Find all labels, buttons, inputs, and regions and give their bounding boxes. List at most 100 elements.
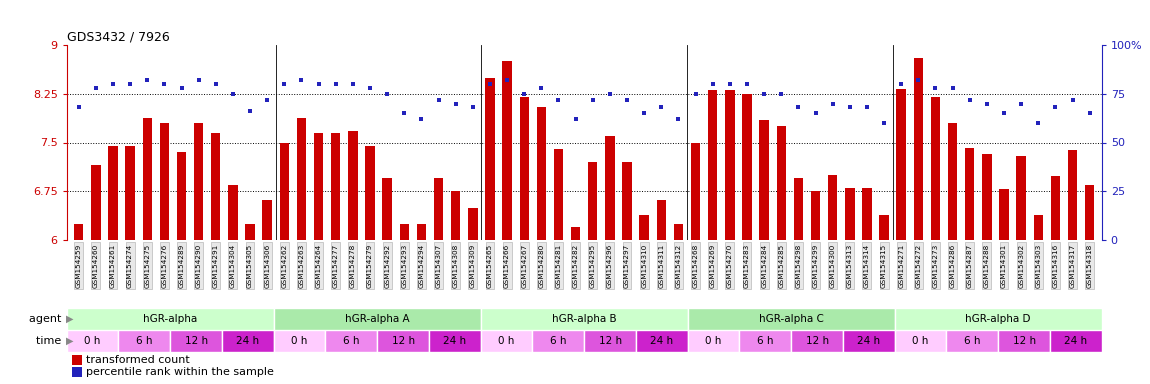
Bar xyxy=(366,146,375,240)
Point xyxy=(823,101,842,107)
Bar xyxy=(537,107,546,240)
Point xyxy=(754,91,773,97)
Text: GSM154302: GSM154302 xyxy=(1018,243,1025,288)
Bar xyxy=(897,89,906,240)
Text: hGR-alpha D: hGR-alpha D xyxy=(966,314,1030,324)
Point xyxy=(121,81,139,87)
Text: GSM154303: GSM154303 xyxy=(1035,243,1041,288)
Text: GSM154291: GSM154291 xyxy=(213,243,218,288)
Text: 6 h: 6 h xyxy=(136,336,153,346)
Text: GSM154286: GSM154286 xyxy=(950,243,956,288)
Point xyxy=(841,104,859,111)
Point xyxy=(378,91,397,97)
Text: GSM154271: GSM154271 xyxy=(898,243,904,288)
Text: 0 h: 0 h xyxy=(84,336,101,346)
Point xyxy=(207,81,225,87)
Bar xyxy=(416,224,427,240)
Point xyxy=(1064,96,1082,103)
Text: GSM154314: GSM154314 xyxy=(864,243,869,288)
Bar xyxy=(212,133,221,240)
Text: GSM154260: GSM154260 xyxy=(93,243,99,288)
Bar xyxy=(965,148,974,240)
Bar xyxy=(584,330,636,352)
Text: GSM154267: GSM154267 xyxy=(521,243,527,288)
Bar xyxy=(639,215,649,240)
Point xyxy=(515,91,534,97)
Bar xyxy=(331,133,340,240)
Text: 12 h: 12 h xyxy=(184,336,208,346)
Text: GSM154261: GSM154261 xyxy=(110,243,116,288)
Bar xyxy=(245,224,255,240)
Text: 12 h: 12 h xyxy=(598,336,622,346)
Bar xyxy=(828,175,837,240)
Point xyxy=(635,110,653,116)
Bar xyxy=(726,91,735,240)
Bar xyxy=(742,94,752,240)
Text: 6 h: 6 h xyxy=(343,336,360,346)
Bar xyxy=(791,330,843,352)
Bar xyxy=(843,330,895,352)
Bar xyxy=(999,189,1009,240)
Bar xyxy=(1051,176,1060,240)
Bar xyxy=(570,227,581,240)
Point xyxy=(789,104,807,111)
Text: hGR-alpha B: hGR-alpha B xyxy=(552,314,616,324)
Text: 0 h: 0 h xyxy=(498,336,515,346)
Point xyxy=(498,77,516,83)
Point xyxy=(69,104,87,111)
Bar xyxy=(930,97,941,240)
Bar xyxy=(554,149,564,240)
Bar xyxy=(674,224,683,240)
Text: 0 h: 0 h xyxy=(912,336,929,346)
Bar xyxy=(793,178,803,240)
Point xyxy=(190,77,208,83)
Text: GSM154289: GSM154289 xyxy=(178,243,184,288)
Point xyxy=(806,110,825,116)
Bar xyxy=(434,178,443,240)
Bar xyxy=(429,330,481,352)
Text: GSM154310: GSM154310 xyxy=(642,243,647,288)
Point xyxy=(258,96,276,103)
Text: GSM154272: GSM154272 xyxy=(915,243,921,288)
Bar xyxy=(177,152,186,240)
Text: ▶: ▶ xyxy=(66,336,74,346)
Point xyxy=(532,85,551,91)
Text: GSM154280: GSM154280 xyxy=(538,243,544,288)
Text: GSM154293: GSM154293 xyxy=(401,243,407,288)
Point xyxy=(138,77,156,83)
Text: GSM154276: GSM154276 xyxy=(161,243,168,288)
Bar xyxy=(314,133,323,240)
Bar xyxy=(74,224,84,240)
Bar xyxy=(228,185,238,240)
Point xyxy=(772,91,790,97)
Point xyxy=(669,116,688,122)
Text: 12 h: 12 h xyxy=(391,336,415,346)
Text: GSM154281: GSM154281 xyxy=(555,243,561,288)
Bar xyxy=(948,123,957,240)
Text: GSM154269: GSM154269 xyxy=(710,243,715,288)
Text: 6 h: 6 h xyxy=(964,336,981,346)
Text: GSM154285: GSM154285 xyxy=(779,243,784,288)
Point xyxy=(446,101,465,107)
Text: GSM154274: GSM154274 xyxy=(128,243,133,288)
Bar xyxy=(636,330,688,352)
Bar xyxy=(67,308,274,330)
Point xyxy=(275,81,293,87)
Bar xyxy=(862,188,872,240)
Bar xyxy=(946,330,998,352)
Text: GSM154317: GSM154317 xyxy=(1070,243,1075,288)
Text: 6 h: 6 h xyxy=(550,336,567,346)
Text: GSM154262: GSM154262 xyxy=(282,243,288,288)
Text: GSM154277: GSM154277 xyxy=(332,243,339,288)
Text: GSM154308: GSM154308 xyxy=(453,243,459,288)
Bar xyxy=(143,118,152,240)
Text: hGR-alpha: hGR-alpha xyxy=(143,314,198,324)
Text: GSM154294: GSM154294 xyxy=(419,243,424,288)
Bar xyxy=(383,178,392,240)
Point xyxy=(583,96,601,103)
Bar xyxy=(1084,185,1095,240)
Point xyxy=(875,120,894,126)
Bar xyxy=(377,330,429,352)
Point xyxy=(309,81,328,87)
Point xyxy=(292,77,311,83)
